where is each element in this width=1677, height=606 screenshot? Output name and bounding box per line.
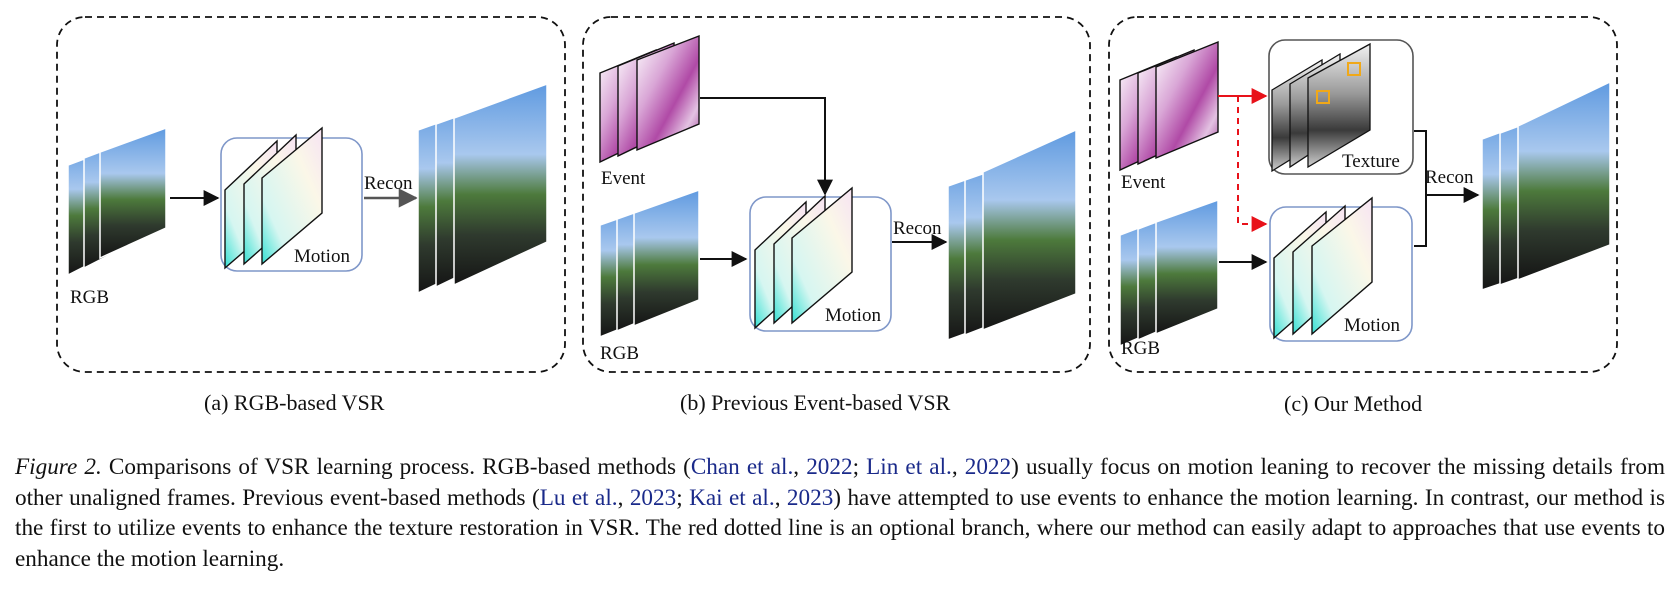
panel-b-border (582, 16, 1091, 373)
rgb-frames-input (1119, 198, 1219, 348)
event-frames (599, 34, 700, 164)
caption-text: ) have attempted to use events to enhanc… (15, 484, 1666, 572)
panel-a: RGB Motion Recon (56, 16, 566, 373)
rgb-frames-output (417, 82, 548, 295)
figure-diagram: RGB Motion Recon Event (56, 16, 1618, 373)
caption-text: Comparisons of VSR learning process. RGB… (101, 454, 691, 480)
citation-year-link[interactable]: 2023 (786, 484, 834, 511)
citation-link[interactable]: Kai et al. (689, 484, 775, 511)
texture-highlight-box (1347, 62, 1361, 76)
rgb-frames-output (1481, 80, 1611, 292)
panel-a-caption: (a) RGB-based VSR (204, 390, 385, 415)
rgb-label: RGB (600, 343, 639, 364)
citation-year-link[interactable]: 2022 (806, 454, 853, 480)
recon-label: Recon (893, 218, 942, 239)
figure-caption: Figure 2. Comparisons of VSR learning pr… (15, 454, 1666, 572)
caption-text: ) usually focus on motion leaning to rec… (15, 454, 1666, 511)
red-dotted-branch (1237, 96, 1268, 232)
recon-label: Recon (364, 173, 413, 194)
event-label: Event (1121, 172, 1166, 193)
texture-highlight-box (1316, 90, 1330, 104)
citation-link[interactable]: Chan et al. (690, 454, 794, 480)
motion-frames (1273, 196, 1373, 340)
rgb-frames-input (599, 188, 700, 339)
recon-label: Recon (1425, 167, 1474, 188)
motion-frames (754, 186, 853, 330)
motion-frames (224, 126, 323, 270)
motion-label: Motion (1344, 315, 1400, 336)
citation-year-link[interactable]: 2023 (629, 484, 677, 511)
panel-b-caption: (b) Previous Event-based VSR (680, 390, 951, 415)
citation-link[interactable]: Lu et al. (539, 484, 618, 511)
panel-c-caption: (c) Our Method (1284, 391, 1423, 416)
citation-link[interactable]: Lin et al. (866, 454, 952, 480)
rgb-label: RGB (1121, 338, 1160, 359)
motion-label: Motion (825, 305, 881, 326)
merge-bracket (1414, 130, 1427, 247)
event-frames (1119, 40, 1219, 172)
rgb-frames-output (947, 128, 1077, 342)
panel-c: Event Texture RGB Motion (1108, 16, 1618, 373)
motion-label: Motion (294, 246, 350, 267)
texture-label: Texture (1342, 151, 1400, 172)
citation-year-link[interactable]: 2022 (964, 454, 1012, 480)
rgb-label: RGB (70, 287, 109, 308)
texture-frames (1271, 42, 1371, 173)
event-label: Event (601, 168, 646, 189)
panel-b: Event RGB Motion Recon (582, 16, 1091, 373)
rgb-frames-input (67, 126, 167, 277)
figure-label: Figure 2. (15, 454, 102, 480)
